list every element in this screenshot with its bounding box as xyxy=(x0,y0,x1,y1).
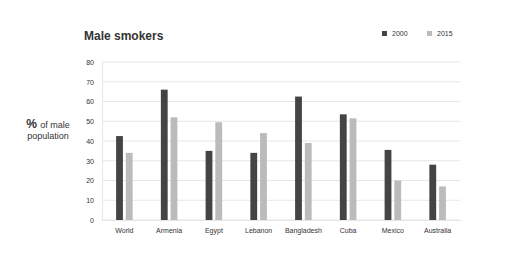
y-tick: 10 xyxy=(86,197,102,204)
bar xyxy=(394,181,401,221)
grid-line xyxy=(102,160,460,161)
x-tick-label: Bangladesh xyxy=(285,227,322,235)
x-tick: Mexico xyxy=(382,220,404,234)
series xyxy=(116,90,436,220)
y-tick-label: 10 xyxy=(86,197,94,204)
bar xyxy=(126,153,133,220)
bar xyxy=(161,90,168,220)
bar xyxy=(250,153,257,220)
bars xyxy=(116,90,446,220)
x-tick-label: Egypt xyxy=(205,227,223,235)
series xyxy=(126,117,446,220)
y-tick-label: 50 xyxy=(86,118,94,125)
grid-line xyxy=(102,62,460,63)
y-tick-label: 30 xyxy=(86,157,94,164)
y-axis: 0 10 20 30 40 50 60 70 80 xyxy=(86,59,102,224)
y-tick-label: 60 xyxy=(86,98,94,105)
bar xyxy=(439,186,446,220)
grid-line xyxy=(102,81,460,82)
bar xyxy=(429,165,436,220)
bar xyxy=(385,150,392,220)
legend-item: 2000 xyxy=(382,30,408,37)
grid xyxy=(102,62,460,220)
y-tick: 50 xyxy=(86,118,102,125)
x-tick: Cuba xyxy=(340,220,357,234)
x-tick-label: Mexico xyxy=(382,227,404,234)
bar xyxy=(116,136,123,220)
y-tick-label: 70 xyxy=(86,78,94,85)
title: Male smokers xyxy=(84,29,164,43)
legend-swatch xyxy=(382,31,387,36)
y-tick: 70 xyxy=(86,78,102,85)
bar xyxy=(206,151,213,220)
bar xyxy=(171,117,178,220)
x-tick-label: Cuba xyxy=(340,227,357,234)
y-tick: 40 xyxy=(86,138,102,145)
x-tick: Lebanon xyxy=(245,220,272,234)
grid-line xyxy=(102,121,460,122)
bar xyxy=(305,143,312,220)
chart: 0 10 20 30 40 50 60 70 80 World Armenia Egypt Lebano… xyxy=(0,0,512,256)
y-tick: 80 xyxy=(86,59,102,66)
y-tick: 30 xyxy=(86,157,102,164)
x-axis-line xyxy=(103,220,461,221)
x-tick: Australia xyxy=(424,220,451,234)
x-tick-label: Australia xyxy=(424,227,451,234)
grid-line xyxy=(102,180,460,181)
legend-swatch xyxy=(427,31,432,36)
x-tick-label: World xyxy=(115,227,133,234)
y-tick: 0 xyxy=(90,217,102,224)
grid-line xyxy=(102,141,460,142)
y-tick-label: 80 xyxy=(86,59,94,66)
y-axis-title: % of malepopulation xyxy=(26,117,70,141)
x-tick-label: Lebanon xyxy=(245,227,272,234)
x-tick: Egypt xyxy=(205,220,223,235)
bar xyxy=(215,122,222,220)
legend-label: 2015 xyxy=(437,30,453,37)
bar xyxy=(340,114,347,220)
plot: 0 10 20 30 40 50 60 70 80 World Armenia Egypt Lebano… xyxy=(86,59,460,235)
legend: 2000 2015 xyxy=(382,30,453,37)
x-tick: Bangladesh xyxy=(285,220,322,235)
bar xyxy=(260,133,267,220)
x-tick: World xyxy=(115,220,133,234)
y-tick-label: 40 xyxy=(86,138,94,145)
legend-label: 2000 xyxy=(392,30,408,37)
x-tick: Armenia xyxy=(156,220,182,234)
grid-line xyxy=(102,101,460,102)
y-tick-label: 0 xyxy=(90,217,94,224)
x-axis: World Armenia Egypt Lebanon Bangladesh Cuba Me… xyxy=(103,220,461,235)
y-axis-line xyxy=(102,63,103,221)
y-tick: 60 xyxy=(86,98,102,105)
grid-line xyxy=(102,220,460,221)
grid-line xyxy=(102,200,460,201)
y-tick-label: 20 xyxy=(86,177,94,184)
y-tick: 20 xyxy=(86,177,102,184)
bar xyxy=(350,118,357,220)
legend-item: 2015 xyxy=(427,30,453,37)
x-tick-label: Armenia xyxy=(156,227,182,234)
bar xyxy=(295,97,302,220)
